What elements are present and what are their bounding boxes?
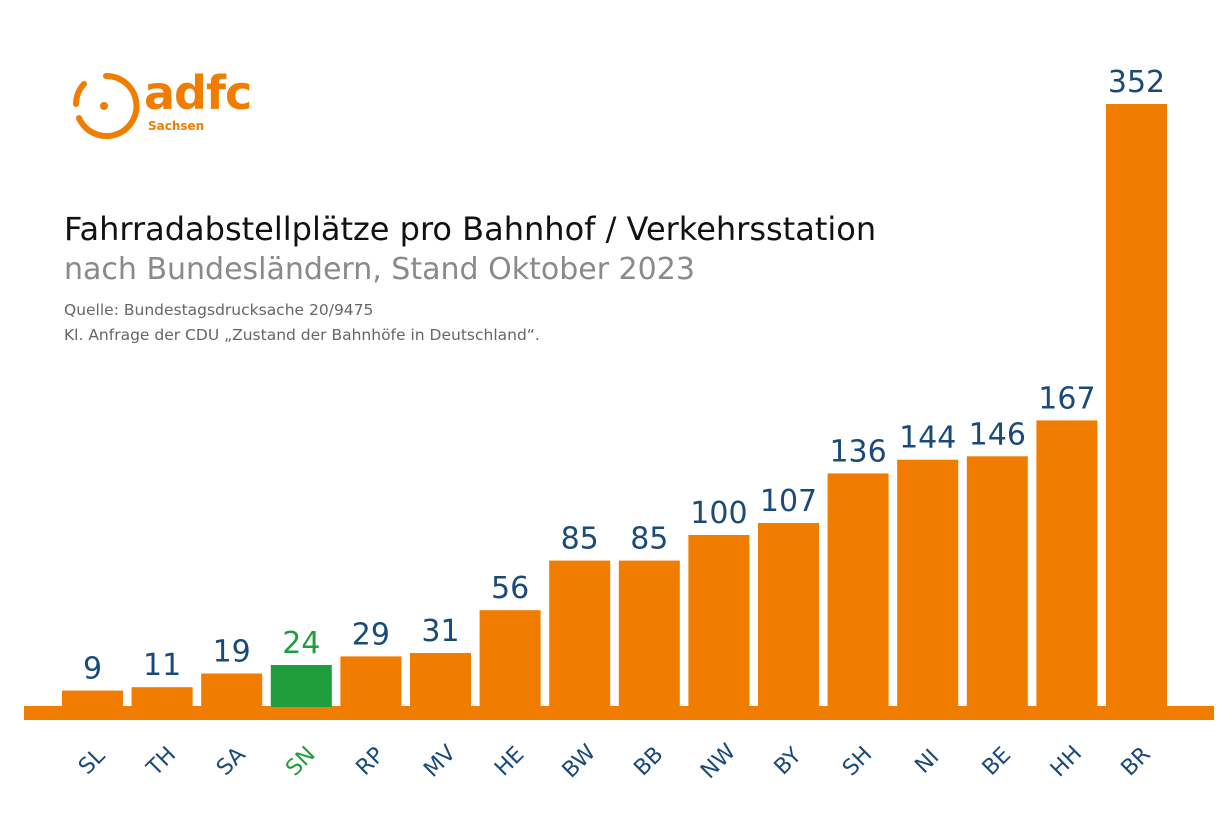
value-label-hh: 167 <box>1038 381 1095 416</box>
bar-bb <box>618 560 680 707</box>
value-label-mv: 31 <box>421 614 459 649</box>
tick-label-th: TH <box>142 742 182 782</box>
source-line-2: Kl. Anfrage der CDU „Zustand der Bahnhöf… <box>64 326 540 344</box>
tick-label-he: HE <box>490 742 529 781</box>
logo-subtext: Sachsen <box>148 119 205 133</box>
value-label-he: 56 <box>491 571 529 606</box>
bar-sl <box>62 690 123 707</box>
adfc-logo-ring-icon <box>73 72 140 139</box>
logo-wordmark: adfc <box>144 66 252 120</box>
value-label-sn: 24 <box>282 626 320 661</box>
bar-rp <box>340 656 402 707</box>
value-label-br: 352 <box>1108 65 1165 100</box>
bar-hh <box>1036 420 1098 707</box>
bar-by <box>758 523 819 707</box>
value-label-nw: 100 <box>690 496 747 531</box>
bar-be <box>966 456 1028 707</box>
source-line-1: Quelle: Bundestagsdrucksache 20/9475 <box>64 301 374 319</box>
tick-label-bb: BB <box>629 742 668 781</box>
value-label-sl: 9 <box>83 652 102 687</box>
tick-label-sl: SL <box>74 743 111 780</box>
bar-he <box>479 610 541 707</box>
value-label-ni: 144 <box>899 421 956 456</box>
bar-nw <box>688 535 750 707</box>
value-label-be: 146 <box>969 417 1026 452</box>
tick-label-by: BY <box>770 743 807 780</box>
value-label-sh: 136 <box>829 434 886 469</box>
value-label-by: 107 <box>760 484 817 519</box>
tick-label-br: BR <box>1117 742 1156 781</box>
value-label-sa: 19 <box>213 635 251 670</box>
bar-sn <box>270 665 332 707</box>
tick-label-ni: NI <box>910 745 944 779</box>
tick-label-sh: SH <box>838 742 877 781</box>
tick-label-hh: HH <box>1046 741 1087 782</box>
bar-sa <box>201 673 263 707</box>
value-label-bw: 85 <box>561 522 599 557</box>
value-label-rp: 29 <box>352 617 390 652</box>
tick-label-mv: MV <box>419 741 461 783</box>
tick-label-nw: NW <box>696 739 741 784</box>
bar-mv <box>410 653 471 707</box>
value-label-th: 11 <box>143 648 181 683</box>
bar-th <box>131 687 193 707</box>
chart-title: Fahrradabstellplätze pro Bahnhof / Verke… <box>64 210 877 248</box>
tick-label-bw: BW <box>558 740 601 783</box>
value-label-bb: 85 <box>630 522 668 557</box>
bar-br <box>1106 104 1167 707</box>
tick-label-be: BE <box>978 743 1016 781</box>
bar-bw <box>549 560 611 707</box>
bar-ni <box>897 459 959 707</box>
tick-label-sn: SN <box>281 742 320 781</box>
adfc-logo: adfc Sachsen <box>70 66 270 140</box>
bar-sh <box>827 473 889 707</box>
chart-baseline <box>24 706 1214 720</box>
tick-label-rp: RP <box>352 743 390 781</box>
chart-subtitle: nach Bundesländern, Stand Oktober 2023 <box>64 252 695 287</box>
tick-label-sa: SA <box>212 742 250 780</box>
